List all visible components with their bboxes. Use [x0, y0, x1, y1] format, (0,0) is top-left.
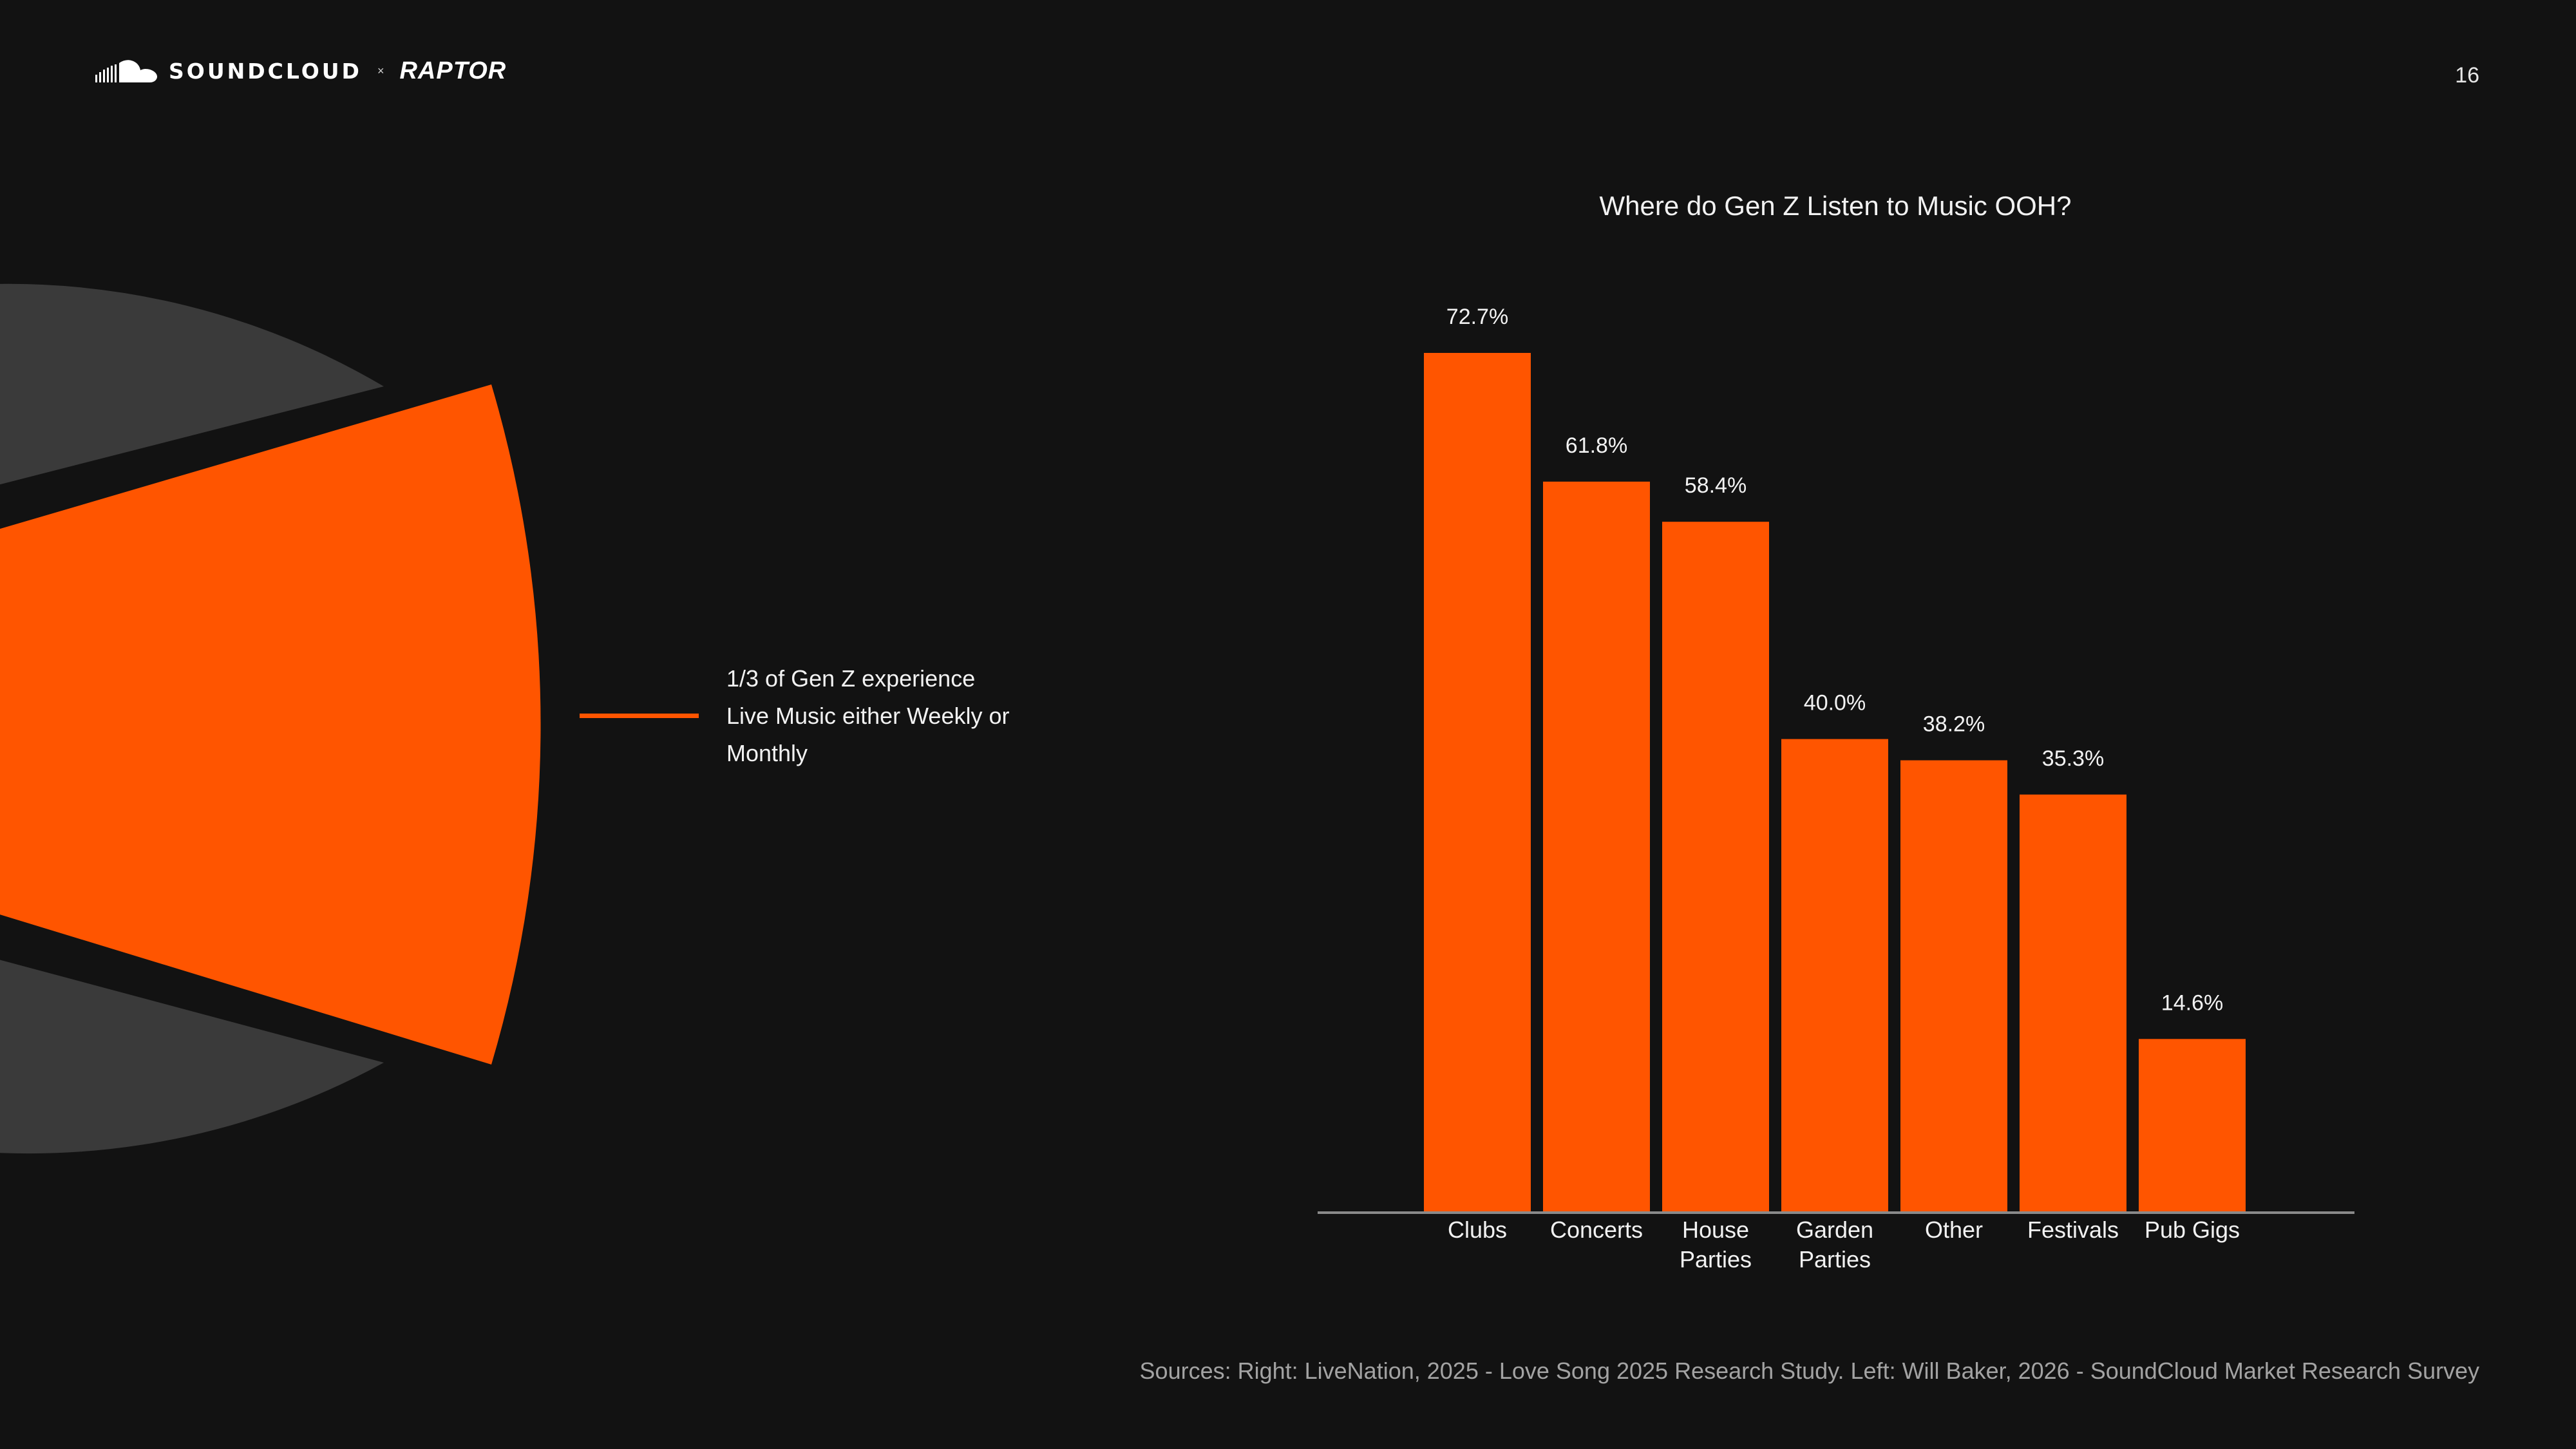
pie-slice-rest-bottom [0, 960, 384, 1154]
bar-2 [1662, 522, 1769, 1211]
pie-slice-highlight [0, 384, 541, 1065]
bar-6 [2139, 1039, 2246, 1211]
category-label-0-0: Clubs [1448, 1217, 1507, 1243]
pie-slice-rest-top [0, 283, 384, 485]
brand-lockup: SOUNDCLOUD × RAPTOR [95, 55, 506, 86]
soundcloud-logo-icon [95, 60, 157, 82]
bar-0 [1424, 353, 1531, 1211]
category-label-1-0: Concerts [1550, 1217, 1643, 1243]
category-label-2-1: Parties [1680, 1246, 1752, 1273]
live-music-pie [0, 283, 699, 1154]
bar-3 [1781, 739, 1888, 1211]
callout-connector-line [580, 714, 699, 718]
callout-line-2: Live Music either Weekly or [726, 703, 1010, 729]
pie-callout-text: 1/3 of Gen Z experience Live Music eithe… [726, 660, 1087, 772]
bar-1 [1543, 481, 1650, 1211]
category-label-3-1: Parties [1799, 1246, 1871, 1273]
data-label-5: 35.3% [2042, 746, 2104, 771]
page-number: 16 [2455, 63, 2479, 88]
data-label-1: 61.8% [1566, 433, 1627, 458]
category-label-4-0: Other [1925, 1217, 1983, 1243]
category-label-2-0: House [1682, 1217, 1749, 1243]
data-label-6: 14.6% [2161, 990, 2223, 1015]
chart-title: Where do Gen Z Listen to Music OOH? [1599, 191, 2072, 221]
category-label-6-0: Pub Gigs [2145, 1217, 2240, 1243]
data-label-3: 40.0% [1804, 691, 1866, 715]
soundcloud-wordmark: SOUNDCLOUD [169, 58, 362, 84]
bar-4 [1900, 760, 2007, 1211]
data-label-4: 38.2% [1923, 712, 1985, 737]
brand-separator: × [377, 64, 384, 77]
data-label-0: 72.7% [1446, 305, 1508, 329]
bar-5 [2020, 794, 2126, 1211]
data-label-2: 58.4% [1685, 473, 1747, 498]
category-label-5-0: Festivals [2027, 1217, 2119, 1243]
callout-line-1: 1/3 of Gen Z experience [726, 665, 976, 692]
category-label-3-0: Garden [1796, 1217, 1873, 1243]
callout-line-3: Monthly [726, 740, 808, 766]
sources-footnote: Sources: Right: LiveNation, 2025 - Love … [1139, 1358, 2479, 1384]
raptor-wordmark: RAPTOR [399, 57, 507, 84]
